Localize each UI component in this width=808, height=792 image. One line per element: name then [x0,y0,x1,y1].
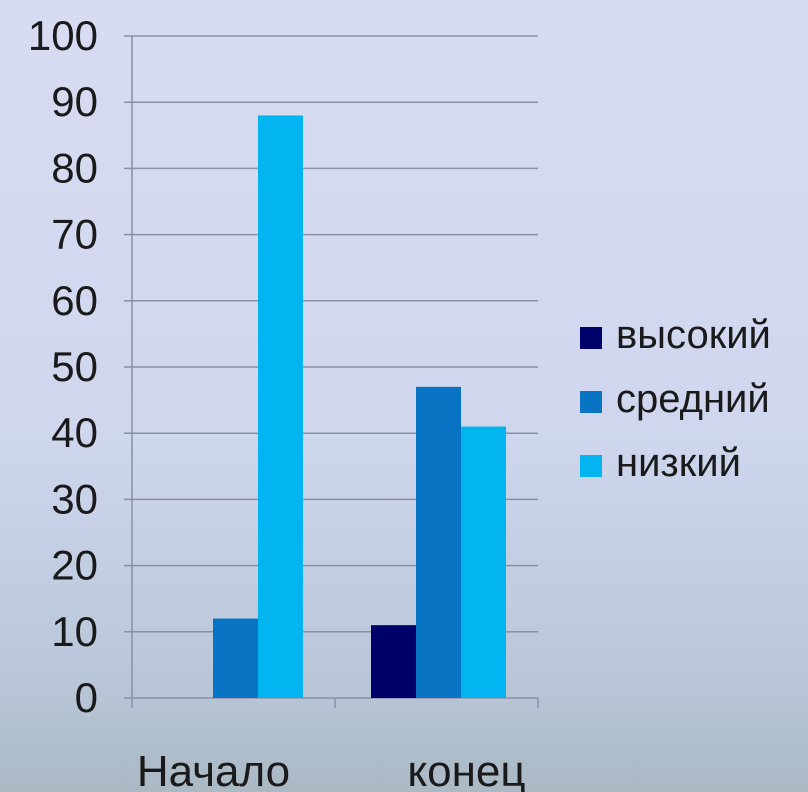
x-category-labels: Начало конец [137,747,526,792]
y-tick-label: 60 [51,277,98,324]
y-tick-label: 50 [51,343,98,390]
y-tick-label: 90 [51,78,98,125]
legend-swatch [580,391,602,413]
x-category-label: конец [407,747,525,792]
y-tick-label: 40 [51,409,98,456]
x-category-label: Начало [137,747,290,792]
bar-высокий-конец [371,625,416,698]
legend-label: высокий [616,313,771,357]
y-tick-label: 70 [51,211,98,258]
bar-низкий-конец [461,426,506,698]
y-tick-label: 10 [51,608,98,655]
bars [213,115,506,698]
legend-label: средний [616,377,770,421]
bar-средний-конец [416,386,461,698]
legend-label: низкий [616,441,741,485]
legend-swatch [580,455,602,477]
y-tick-label: 80 [51,144,98,191]
y-tick-labels: 0 10 20 30 40 50 60 70 80 90 100 [28,12,98,721]
legend-swatch [580,327,602,349]
y-tick-label: 100 [28,12,98,59]
legend: высокий средний низкий [580,313,771,485]
bar-средний-Начало [213,618,258,698]
bar-низкий-Начало [258,115,303,698]
y-tick-label: 20 [51,542,98,589]
y-tick-label: 0 [75,674,98,721]
gridlines [132,35,538,633]
y-tick-label: 30 [51,475,98,522]
